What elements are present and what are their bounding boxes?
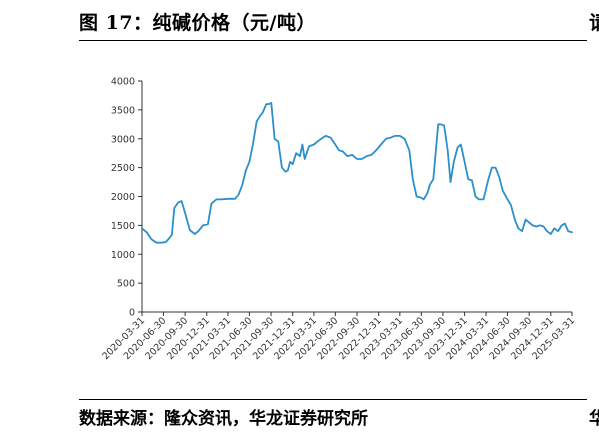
- source-note: 数据来源：隆众资讯，华龙证券研究所: [79, 409, 368, 429]
- y-tick-label: 3500: [111, 105, 135, 116]
- y-tick-label: 2500: [111, 163, 135, 174]
- x-axis: 2020-03-312020-06-302020-09-302020-12-31…: [100, 311, 577, 362]
- figure-title: 图 17：纯碱价格（元/吨）: [79, 12, 316, 34]
- y-tick-label: 500: [117, 279, 135, 290]
- series-line-0: [141, 102, 573, 244]
- title-divider: [79, 40, 587, 41]
- y-tick-label: 1000: [111, 250, 135, 261]
- y-tick-label: 1500: [111, 221, 135, 232]
- source-divider: [79, 399, 587, 400]
- clipped-edge-text-bottom: 华: [589, 409, 599, 429]
- clipped-edge-text-top: 请: [589, 12, 599, 34]
- y-tick-label: 2000: [111, 192, 135, 203]
- line-chart: 0 500 1000 1500 2000 2500 3000 3500 4000 2020-03…: [100, 77, 577, 363]
- y-tick-label: 0: [129, 308, 135, 319]
- y-axis: 0 500 1000 1500 2000 2500 3000 3500 4000: [111, 77, 143, 319]
- y-tick-label: 4000: [111, 77, 135, 88]
- y-tick-label: 3000: [111, 134, 135, 145]
- series-layer: [141, 102, 573, 244]
